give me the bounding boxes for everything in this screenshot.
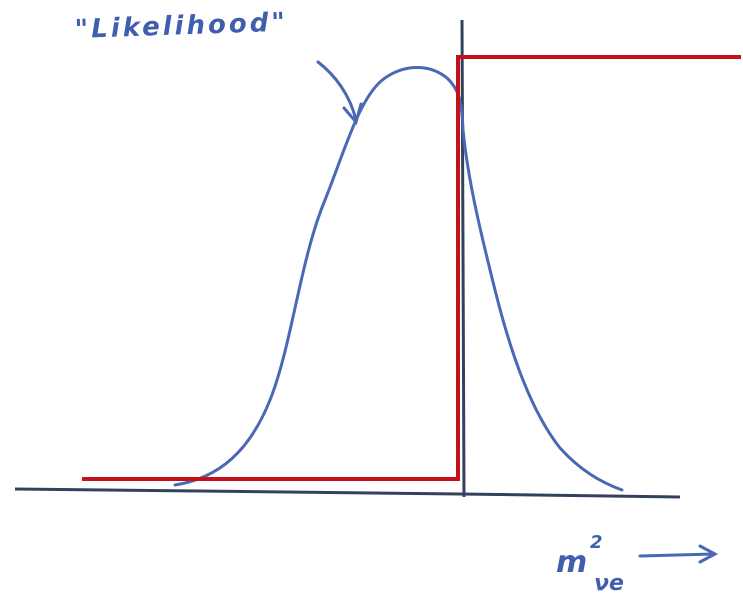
annotation-arrowhead bbox=[342, 102, 363, 126]
axis-arrowhead bbox=[698, 544, 719, 564]
step-function bbox=[82, 55, 741, 481]
likelihood-curve bbox=[173, 66, 624, 492]
y-axis bbox=[460, 19, 466, 498]
annotation-arrow bbox=[316, 60, 358, 122]
axis-label-base: m bbox=[556, 545, 587, 580]
axis-arrow bbox=[638, 552, 716, 558]
x-axis bbox=[14, 487, 681, 499]
axis-label-superscript: 2 bbox=[590, 532, 603, 553]
axis-label-subscript: νe bbox=[594, 571, 624, 596]
likelihood-label: "Likelihood" bbox=[74, 8, 288, 45]
